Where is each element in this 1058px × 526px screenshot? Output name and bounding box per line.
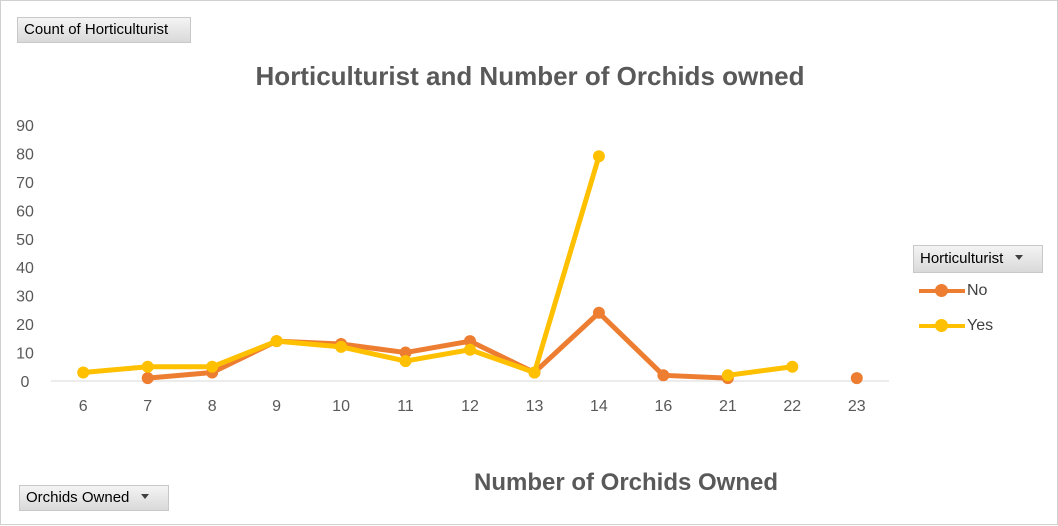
x-tick-label: 21 bbox=[719, 398, 737, 415]
y-tick-label: 60 bbox=[16, 203, 34, 220]
dropdown-arrow-icon[interactable] bbox=[1015, 254, 1024, 260]
y-tick-label: 40 bbox=[16, 260, 34, 277]
data-point-no bbox=[850, 372, 863, 385]
legend-label-yes: Yes bbox=[967, 317, 994, 334]
y-tick-label: 50 bbox=[16, 232, 34, 249]
data-point-yes bbox=[206, 360, 219, 373]
data-point-yes bbox=[270, 335, 283, 348]
data-point-no bbox=[141, 372, 154, 385]
data-point-yes bbox=[335, 340, 348, 353]
x-tick-label: 13 bbox=[526, 398, 544, 415]
value-field-label: Count of Horticulturist bbox=[24, 21, 169, 38]
data-point-yes bbox=[464, 343, 476, 356]
x-tick-label: 14 bbox=[590, 398, 608, 415]
y-tick-label: 20 bbox=[16, 317, 34, 334]
data-point-yes bbox=[786, 360, 799, 373]
legend-item-yes[interactable]: Yes bbox=[919, 316, 993, 336]
x-tick-label: 16 bbox=[654, 398, 672, 415]
data-point-yes bbox=[528, 366, 541, 379]
legend-swatch-yes bbox=[919, 316, 965, 336]
x-tick-label: 6 bbox=[79, 398, 88, 415]
data-point-yes bbox=[721, 369, 734, 382]
y-tick-label: 0 bbox=[21, 374, 30, 391]
data-point-no bbox=[592, 306, 605, 319]
y-tick-label: 80 bbox=[16, 146, 34, 163]
x-tick-label: 8 bbox=[208, 398, 217, 415]
data-point-yes bbox=[399, 355, 412, 368]
legend-swatch-no bbox=[919, 281, 965, 301]
series-line-no bbox=[145, 310, 731, 381]
data-point-no bbox=[464, 335, 476, 348]
value-field-button[interactable]: Count of Horticulturist bbox=[17, 17, 191, 43]
y-tick-label: 70 bbox=[16, 175, 34, 192]
y-tick-label: 10 bbox=[16, 346, 34, 363]
x-tick-label: 11 bbox=[397, 398, 414, 415]
data-point-yes bbox=[141, 360, 154, 373]
chart-title: Horticulturist and Number of Orchids own… bbox=[255, 61, 805, 91]
dropdown-arrow-icon[interactable] bbox=[141, 493, 150, 499]
legend-item-no[interactable]: No bbox=[919, 281, 987, 301]
x-tick-label: 12 bbox=[461, 398, 479, 415]
series-line-yes bbox=[725, 364, 795, 378]
legend-field-button[interactable]: Horticulturist bbox=[913, 245, 1043, 273]
axis-field-button[interactable]: Orchids Owned bbox=[19, 485, 169, 511]
x-axis-title: Number of Orchids Owned bbox=[473, 469, 779, 496]
x-tick-label: 10 bbox=[332, 398, 350, 415]
y-tick-label: 90 bbox=[16, 118, 34, 135]
axis-field-label: Orchids Owned bbox=[26, 489, 130, 506]
data-point-yes bbox=[592, 150, 605, 163]
data-point-yes bbox=[77, 366, 90, 379]
legend-label-no: No bbox=[967, 282, 988, 299]
x-tick-label: 9 bbox=[272, 398, 281, 415]
x-tick-label: 23 bbox=[848, 398, 866, 415]
data-point-no bbox=[657, 369, 670, 382]
x-tick-label: 22 bbox=[783, 398, 801, 415]
legend-field-label: Horticulturist bbox=[920, 250, 1004, 267]
x-tick-label: 7 bbox=[143, 398, 152, 415]
y-tick-label: 30 bbox=[16, 289, 34, 306]
data-point-no bbox=[399, 346, 412, 359]
